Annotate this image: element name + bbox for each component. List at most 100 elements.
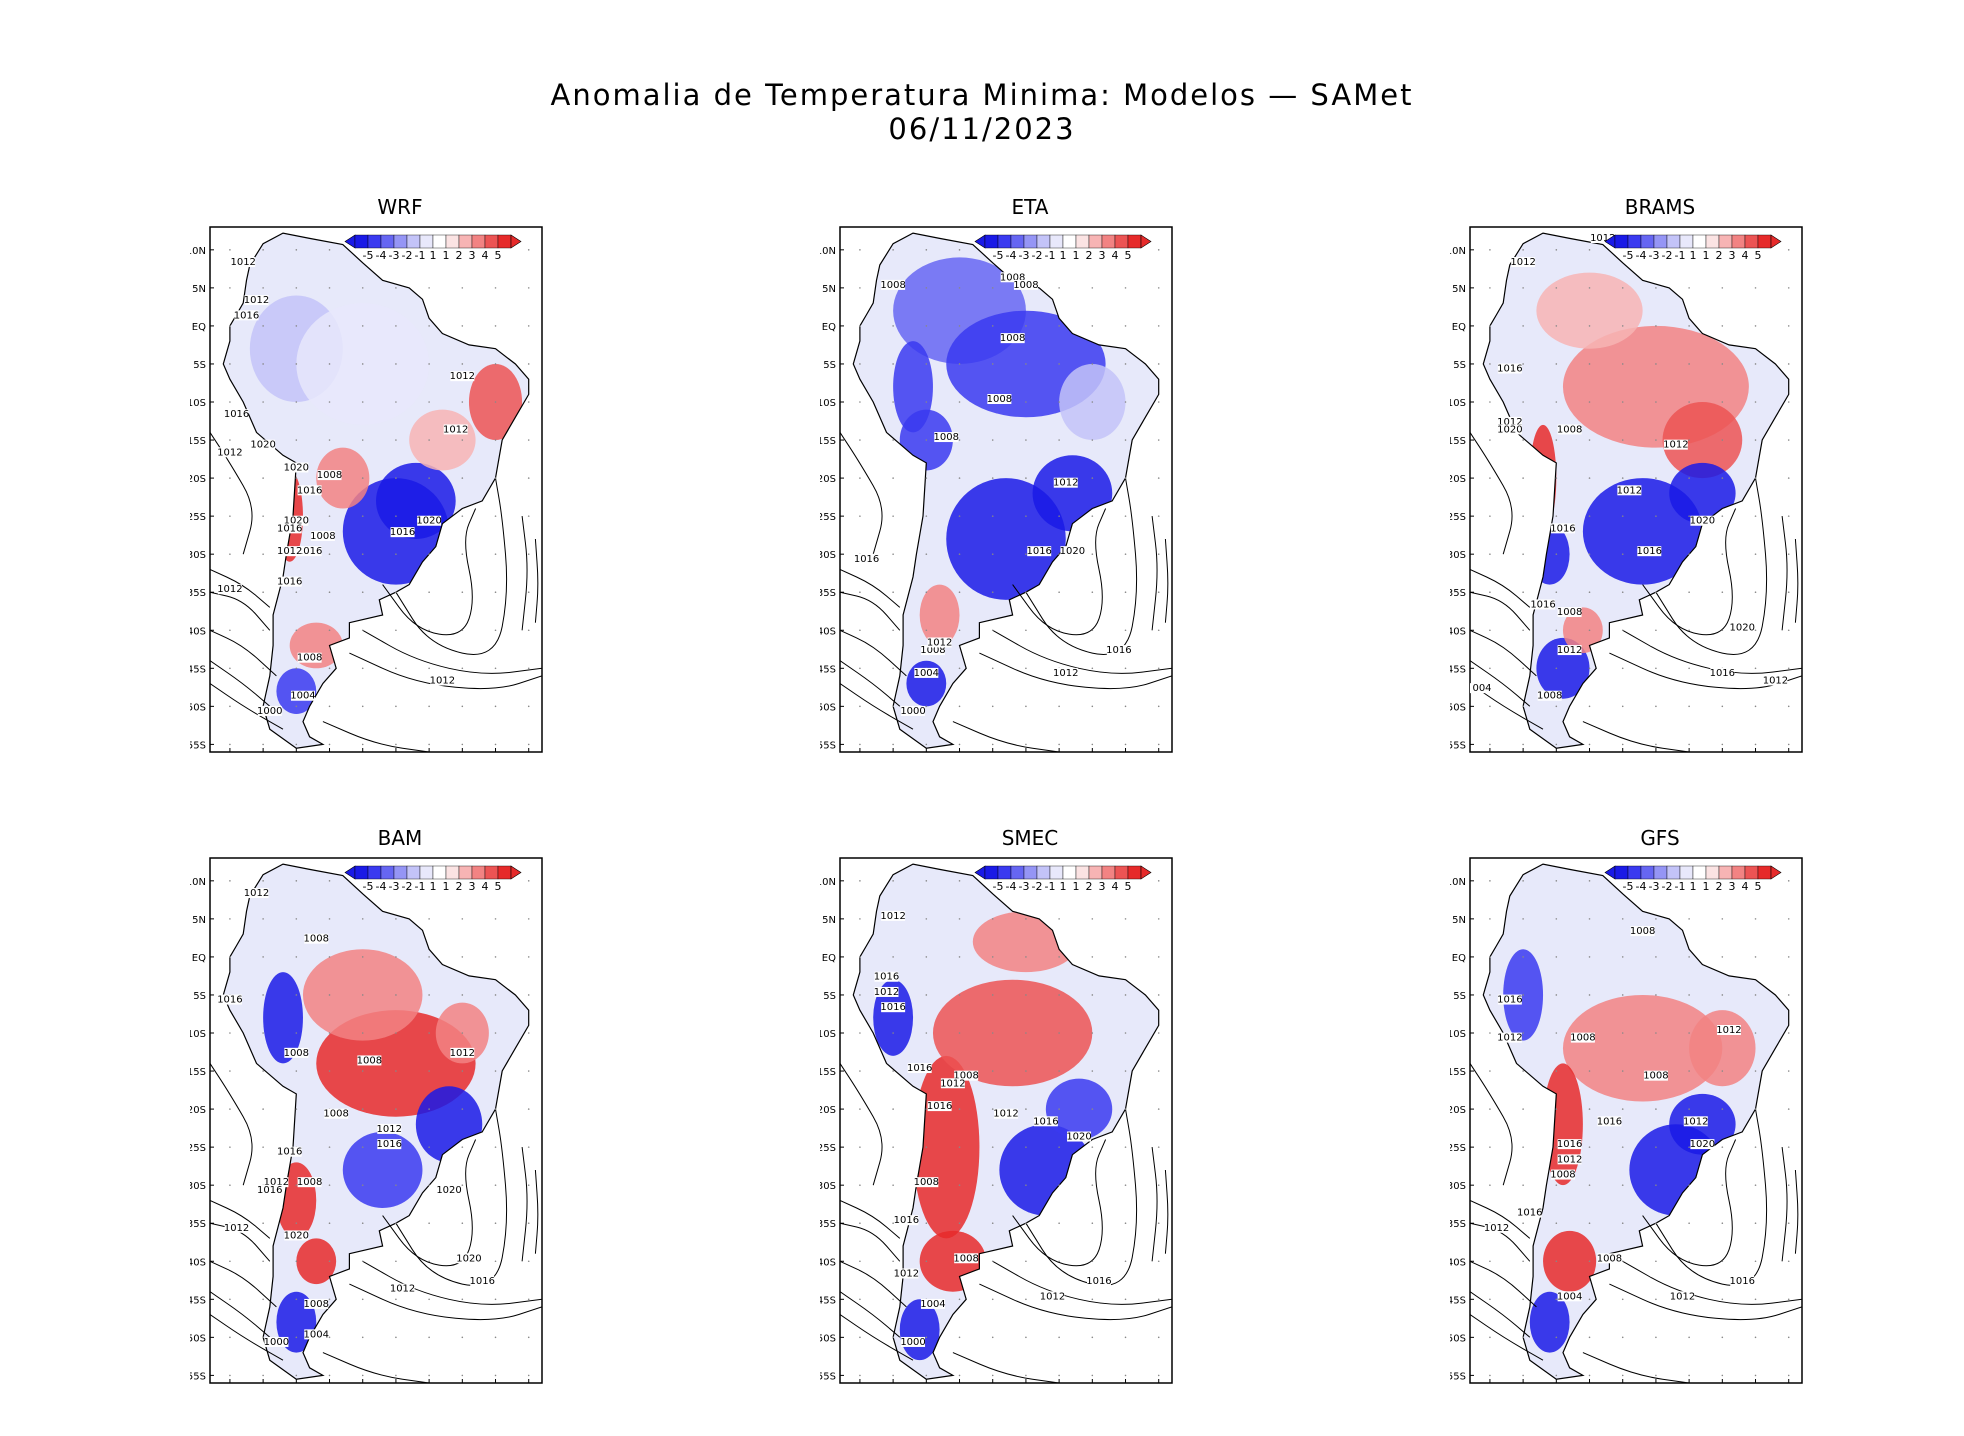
anomaly-patch bbox=[263, 972, 303, 1064]
isobar-line bbox=[210, 1199, 271, 1239]
isobar-line bbox=[840, 1260, 907, 1308]
colorbar: -5 -4 -3 -2 -1 1 1 2 3 4 5 bbox=[974, 865, 1152, 893]
isobar-line bbox=[1470, 1063, 1513, 1186]
isobar-line bbox=[992, 1260, 1172, 1305]
isobar-label: 1008 bbox=[1000, 272, 1025, 283]
isobar-label: 1008 bbox=[1550, 1170, 1575, 1181]
isobar-label: 1016 bbox=[1597, 1116, 1622, 1127]
isobar-line bbox=[1781, 516, 1788, 631]
isobar-line bbox=[362, 629, 542, 674]
isobar-label: 1004 bbox=[920, 1299, 945, 1310]
isobar-label: 1016 bbox=[1550, 523, 1575, 534]
map-plot: 10N5NEQ5S10S15S20S25S30S35S40S45S50S55S8… bbox=[190, 226, 543, 753]
colorbar-label: 2 bbox=[456, 249, 463, 262]
coastline bbox=[852, 232, 1160, 749]
colorbar-label: 2 bbox=[1716, 880, 1723, 893]
colorbar-label: 2 bbox=[1086, 880, 1093, 893]
map-frame bbox=[839, 857, 1173, 1384]
lat-tick-label: 20S bbox=[1450, 474, 1466, 485]
isobar-label: 1020 bbox=[284, 1230, 309, 1241]
colorbar-label: 1 bbox=[1060, 880, 1067, 893]
isobar-line bbox=[1794, 1169, 1799, 1254]
lat-tick-label: 50S bbox=[820, 1333, 836, 1344]
colorbar: -5 -4 -3 -2 -1 1 1 2 3 4 5 bbox=[1604, 234, 1782, 262]
colorbar-label: -5 bbox=[363, 880, 374, 893]
coastline bbox=[852, 863, 1160, 1380]
lat-tick-label: 15S bbox=[820, 436, 836, 447]
lat-tick-label: 10N bbox=[190, 246, 206, 257]
colorbar: -5 -4 -3 -2 -1 1 1 2 3 4 5 bbox=[344, 865, 522, 893]
isobar-line bbox=[840, 1291, 901, 1338]
isobar-label: 1016 bbox=[217, 995, 242, 1006]
map-frame bbox=[209, 226, 543, 753]
isobar-label: 1012 bbox=[230, 257, 255, 268]
isobar-label: 1008 bbox=[1643, 1071, 1668, 1082]
isobar-label: 1008 bbox=[920, 645, 945, 656]
colorbar-label: 1 bbox=[1060, 249, 1067, 262]
isobar-label: 1008 bbox=[1557, 607, 1582, 618]
isobar-line bbox=[1470, 660, 1531, 707]
isobar-label: 1020 bbox=[1690, 1139, 1715, 1150]
isobar-line bbox=[1582, 1352, 1690, 1383]
land-base bbox=[223, 864, 529, 1380]
isobar-label: 1016 bbox=[1497, 364, 1522, 375]
colorbar-label: -5 bbox=[993, 880, 1004, 893]
lat-tick-label: 20S bbox=[820, 1105, 836, 1116]
isobar-label: 1012 bbox=[450, 371, 475, 382]
panel-gfs: GFS 10N 5N EQ 5S 10S 15S 20S 25S 30S 35S 40S 45S 50S 5… bbox=[1450, 826, 1870, 1386]
isobar-label: 1008 bbox=[1557, 424, 1582, 435]
isobar-label: 1008 bbox=[323, 1109, 348, 1120]
lat-tick-label: 40S bbox=[820, 1257, 836, 1268]
colorbar-label: -1 bbox=[1675, 880, 1686, 893]
lat-tick-label: 40S bbox=[190, 626, 206, 637]
colorbar-label: 2 bbox=[1716, 249, 1723, 262]
panel-title: WRF bbox=[377, 195, 423, 219]
lat-tick-label: 25S bbox=[1450, 512, 1466, 523]
colorbar-label: -2 bbox=[1032, 880, 1043, 893]
isobar-label: 1000 bbox=[264, 1337, 289, 1348]
lat-tick-label: EQ bbox=[822, 953, 836, 964]
map-plot: 10N5NEQ5S10S15S20S25S30S35S40S45S50S55S8… bbox=[190, 857, 543, 1384]
colorbar-label: 1 bbox=[1703, 249, 1710, 262]
colorbar-label: -3 bbox=[1649, 249, 1660, 262]
colorbar-label: -1 bbox=[415, 880, 426, 893]
isobar-line bbox=[1470, 629, 1537, 677]
colorbar-label: -2 bbox=[1662, 880, 1673, 893]
isobar-label: 1008 bbox=[1537, 691, 1562, 702]
colorbar-label: -2 bbox=[1662, 249, 1673, 262]
isobar-label: 1000 bbox=[257, 706, 282, 717]
isobar-label: 1008 bbox=[297, 1177, 322, 1188]
lat-tick-label: 5S bbox=[193, 360, 206, 371]
isobar-line bbox=[521, 1147, 528, 1262]
isobar-label: 1020 bbox=[456, 1253, 481, 1264]
lat-tick-label: 5S bbox=[823, 991, 836, 1002]
colorbar-label: 4 bbox=[482, 249, 489, 262]
isobar-label: 1012 bbox=[880, 911, 905, 922]
isobar-label: 1008 bbox=[1000, 333, 1025, 344]
isobar-label: 1008 bbox=[284, 1048, 309, 1059]
lat-tick-label: 35S bbox=[1450, 1219, 1466, 1230]
isobar-label: 1016 bbox=[1033, 1116, 1058, 1127]
lat-tick-label: 45S bbox=[1450, 664, 1466, 675]
isobar-line bbox=[840, 1222, 901, 1262]
isobar-label: 1012 bbox=[1716, 1025, 1741, 1036]
lat-tick-label: 10N bbox=[820, 246, 836, 257]
isobar-line bbox=[1470, 1199, 1531, 1239]
isobar-line bbox=[1622, 1260, 1802, 1305]
anomaly-patch bbox=[276, 1162, 317, 1239]
panel-title: BAM bbox=[377, 826, 423, 850]
panel-bam: BAM 10N 5N EQ 5S 10S 15S 20S 25S 30S 35S 40S 45S 50S 5… bbox=[190, 826, 610, 1386]
panel-eta: ETA 10N 5N EQ 5S 10S 15S 20S 25S 30S 35S 40S 45S 50S 5… bbox=[820, 195, 1240, 755]
lat-tick-label: 50S bbox=[1450, 702, 1466, 713]
lat-tick-label: 50S bbox=[190, 702, 206, 713]
colorbar-label: -5 bbox=[993, 249, 1004, 262]
isobar-label: 1016 bbox=[880, 1002, 905, 1013]
isobar-line bbox=[1470, 568, 1531, 608]
lat-tick-label: 5N bbox=[822, 915, 836, 926]
colorbar-label: 5 bbox=[1125, 880, 1132, 893]
isobar-label: 1020 bbox=[1497, 424, 1522, 435]
lat-tick-label: 5N bbox=[1452, 915, 1466, 926]
lat-tick-label: 20S bbox=[820, 474, 836, 485]
map-plot: 10N5NEQ5S10S15S20S25S30S35S40S45S50S55S8… bbox=[1450, 857, 1803, 1384]
isobar-label: 1012 bbox=[244, 888, 269, 899]
